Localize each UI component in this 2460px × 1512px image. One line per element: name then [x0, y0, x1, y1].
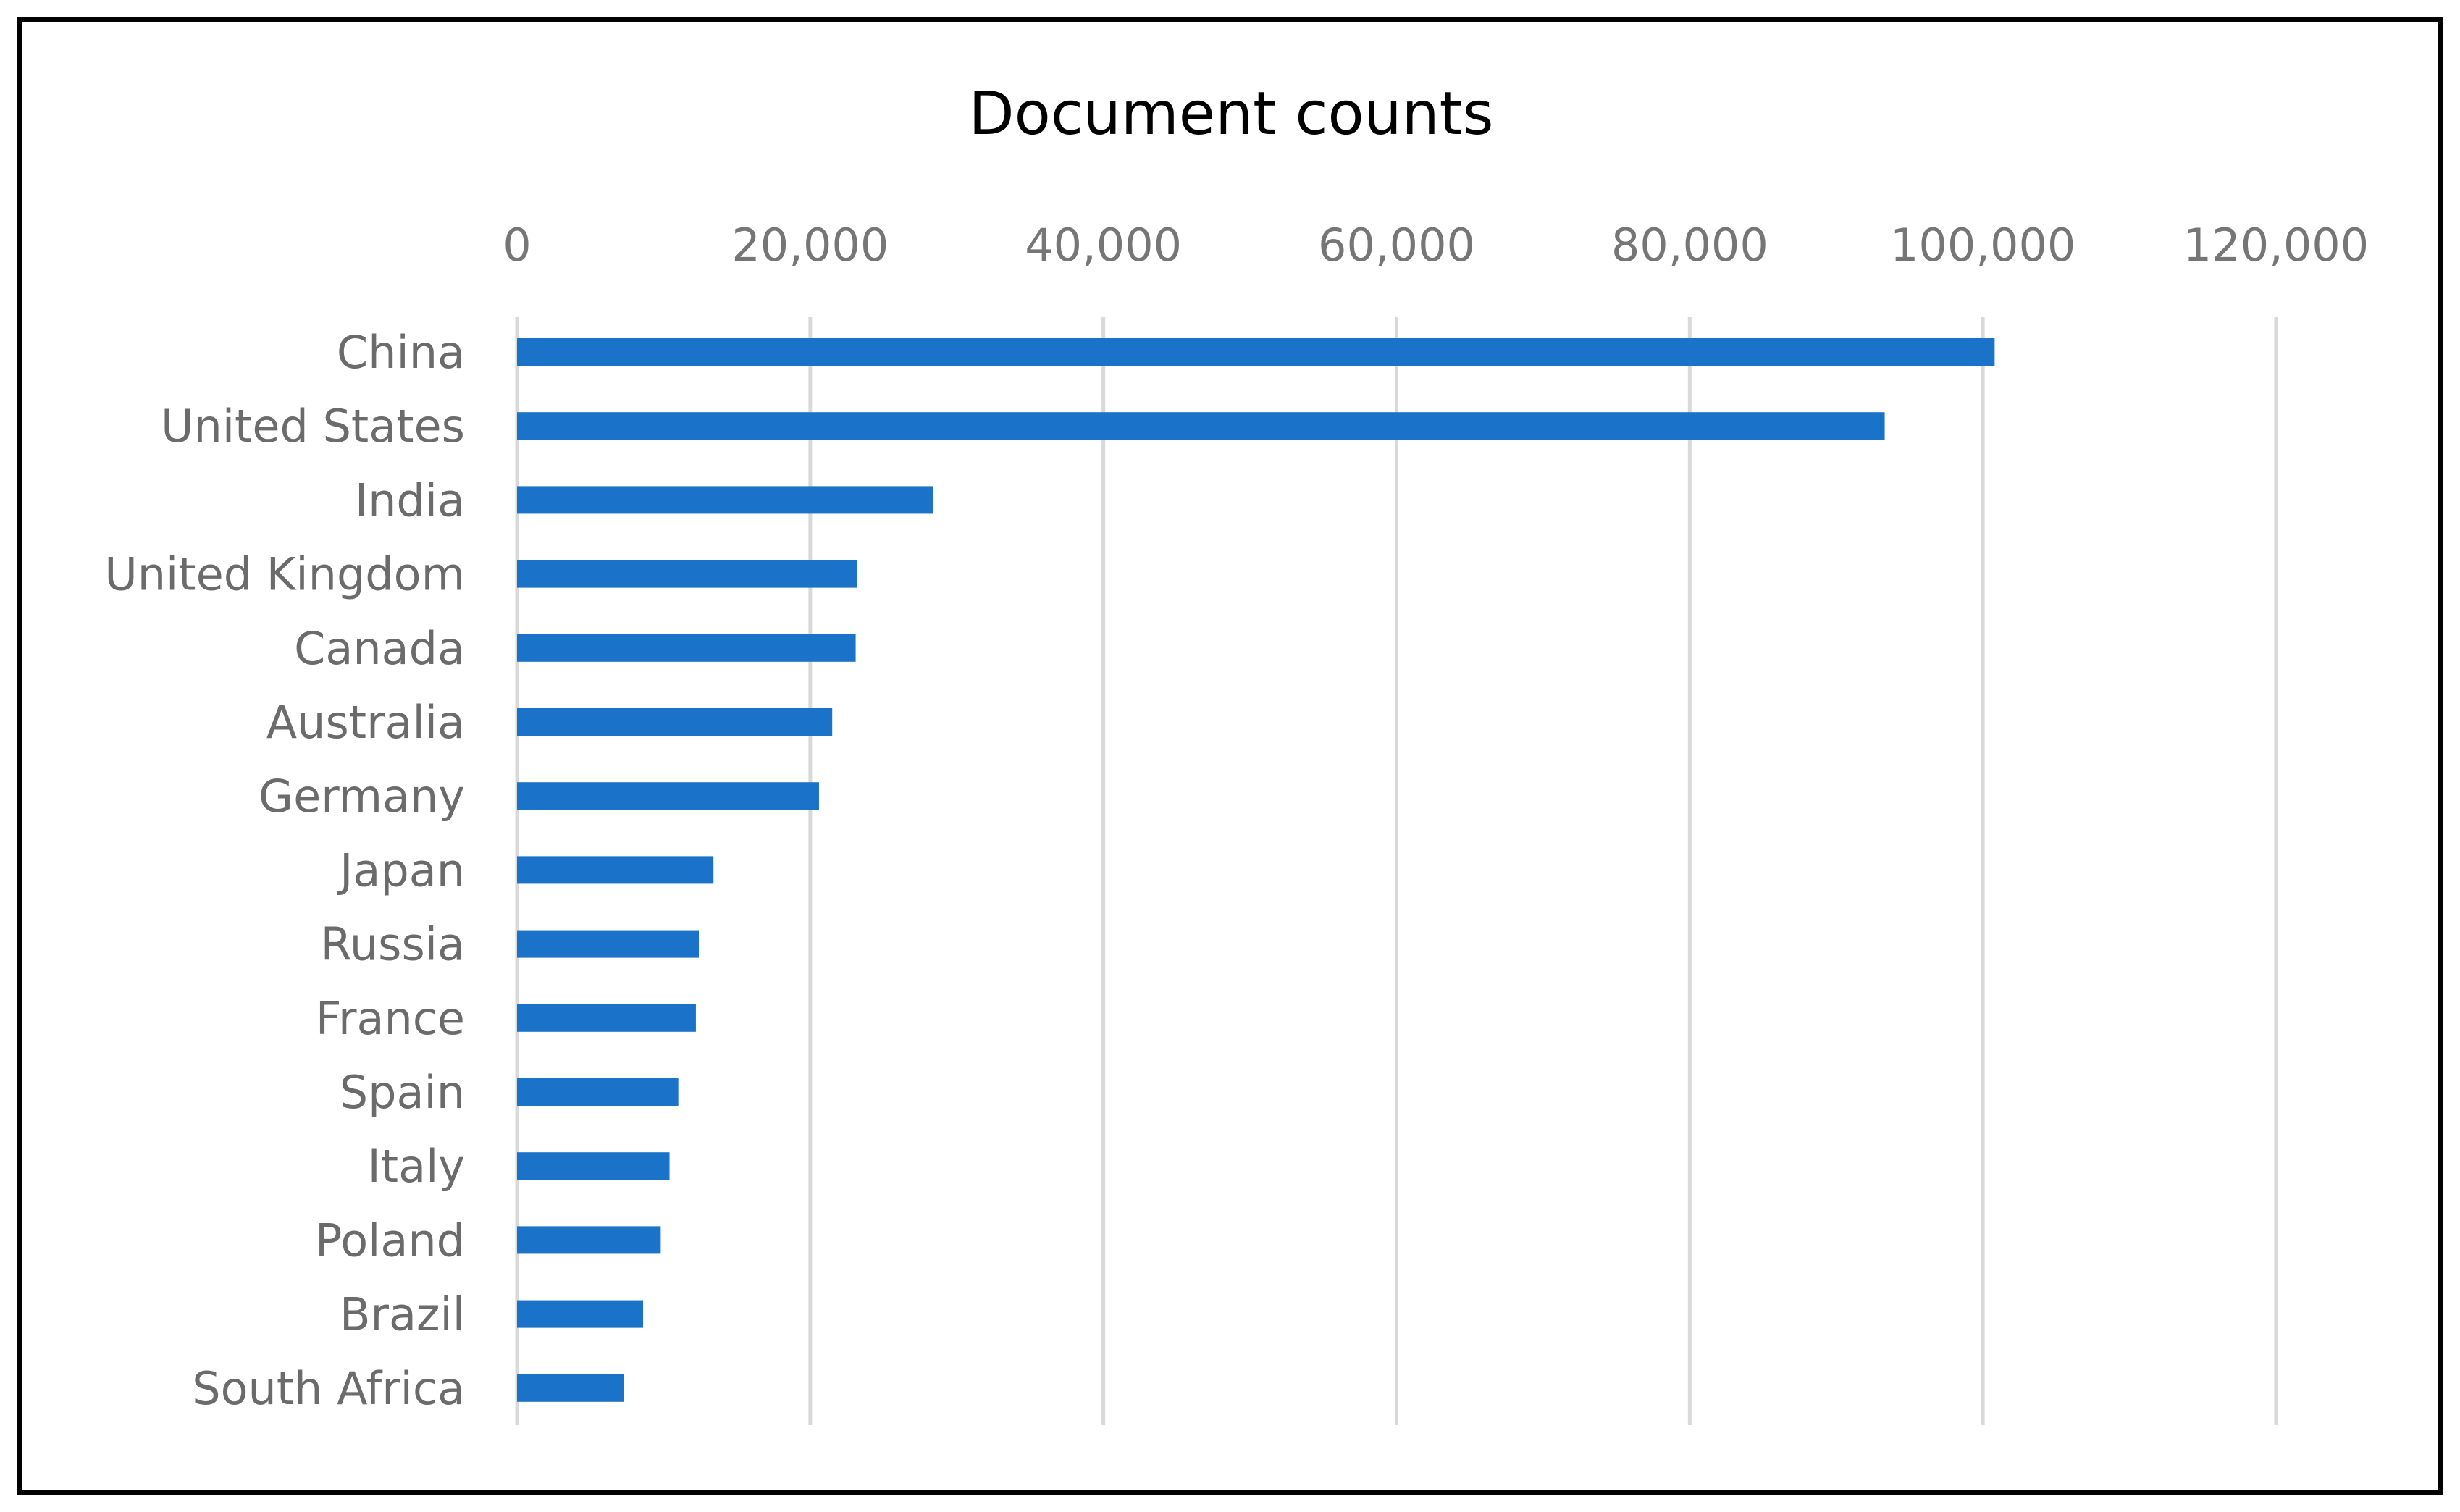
bar [517, 412, 1885, 440]
x-tick-label: 40,000 [1025, 219, 1182, 272]
bar [517, 1152, 670, 1180]
bar [517, 1004, 696, 1032]
bar [517, 708, 833, 736]
chart-title: Document counts [969, 80, 1494, 148]
bar [517, 782, 819, 810]
category-label: Spain [340, 1066, 465, 1119]
category-label: Japan [337, 844, 465, 896]
category-label: Australia [266, 696, 465, 749]
bar [517, 338, 1995, 366]
x-axis-tick-labels: 0 20,000 40,000 60,000 80,000 100,000 120,000 [503, 219, 2369, 272]
bars [517, 338, 1995, 1402]
bar [517, 1226, 661, 1254]
bar [517, 856, 714, 884]
x-tick-label: 0 [503, 219, 531, 272]
bar [517, 560, 857, 588]
category-label: United Kingdom [104, 548, 465, 601]
x-tick-label: 120,000 [2183, 219, 2369, 272]
bar [517, 930, 699, 958]
category-labels: China United States India United Kingdom Can… [104, 326, 465, 1415]
category-label: South Africa [192, 1362, 465, 1415]
x-tick-label: 80,000 [1611, 219, 1768, 272]
bar [517, 486, 933, 514]
x-tick-label: 100,000 [1890, 219, 2075, 272]
bar [517, 1374, 624, 1402]
category-label: Germany [259, 770, 465, 823]
x-tick-label: 20,000 [731, 219, 889, 272]
category-label: Russia [321, 918, 465, 971]
category-label: United States [161, 400, 465, 453]
category-label: Poland [315, 1214, 465, 1267]
category-label: Canada [294, 622, 465, 675]
category-label: Brazil [340, 1288, 465, 1341]
chart-frame [17, 17, 2443, 1495]
bar [517, 1078, 679, 1106]
bar [517, 634, 856, 662]
category-label: China [337, 326, 465, 379]
category-label: India [355, 474, 465, 526]
x-tick-label: 60,000 [1318, 219, 1475, 272]
bar [517, 1300, 644, 1328]
gridlines [515, 317, 2278, 1425]
category-label: Italy [367, 1140, 465, 1193]
category-label: France [316, 992, 465, 1045]
